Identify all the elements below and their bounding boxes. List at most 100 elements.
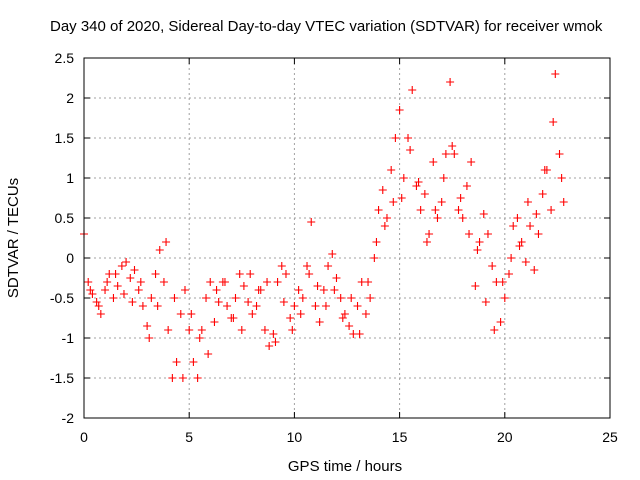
data-point <box>416 206 425 214</box>
y-tick-label: -2 <box>62 410 75 426</box>
data-point <box>246 270 255 278</box>
data-point <box>168 374 177 382</box>
data-point <box>513 214 522 222</box>
data-point <box>143 322 152 330</box>
data-point <box>103 278 112 286</box>
data-point <box>420 190 429 198</box>
x-tick-label: 20 <box>497 429 513 445</box>
tick-labels: 0 5 10 15 20 25 -2 -1.5 -1 -0.5 0 0.5 1 1.5 2 2.5 <box>50 50 618 445</box>
data-point <box>122 258 131 266</box>
data-point <box>279 298 288 306</box>
data-point <box>92 298 101 306</box>
data-point <box>321 302 330 310</box>
data-point <box>273 278 282 286</box>
data-point <box>330 286 339 294</box>
chart-title: Day 340 of 2020, Sidereal Day-to-day VTE… <box>50 18 603 35</box>
data-point <box>490 326 499 334</box>
data-point <box>483 230 492 238</box>
data-point <box>364 278 373 286</box>
data-point <box>549 118 558 126</box>
data-point <box>229 314 238 322</box>
y-tick-label: 2.5 <box>55 50 75 66</box>
data-point <box>197 326 206 334</box>
data-point <box>557 174 566 182</box>
data-point <box>446 78 455 86</box>
data-point <box>138 302 147 310</box>
data-point <box>532 210 541 218</box>
data-point <box>458 214 467 222</box>
data-point <box>450 150 459 158</box>
y-tick-label: -1.5 <box>50 370 74 386</box>
data-point <box>324 262 333 270</box>
data-point <box>136 278 145 286</box>
data-point <box>214 298 223 306</box>
data-point <box>507 254 516 262</box>
data-point <box>271 338 280 346</box>
data-point <box>538 190 547 198</box>
data-point <box>189 358 198 366</box>
data-point <box>389 198 398 206</box>
data-point <box>473 246 482 254</box>
data-point <box>328 250 337 258</box>
data-point <box>151 270 160 278</box>
data-point <box>303 262 312 270</box>
y-tick-label: 0.5 <box>55 210 75 226</box>
data-point <box>345 322 354 330</box>
data-point <box>412 182 421 190</box>
data-point <box>176 310 185 318</box>
data-point <box>164 326 173 334</box>
data-point <box>361 310 370 318</box>
data-point <box>94 302 103 310</box>
series-SDTVAR <box>80 70 568 382</box>
data-point <box>488 262 497 270</box>
data-point <box>172 358 181 366</box>
grid <box>84 58 610 418</box>
data-point <box>290 302 299 310</box>
data-point <box>153 302 162 310</box>
data-point <box>315 318 324 326</box>
data-point <box>265 342 274 350</box>
data-point <box>475 238 484 246</box>
data-point <box>155 246 164 254</box>
data-point <box>185 326 194 334</box>
data-point <box>551 70 560 78</box>
data-point <box>526 222 535 230</box>
data-point <box>530 266 539 274</box>
data-point <box>111 270 120 278</box>
data-point <box>399 174 408 182</box>
data-point <box>500 294 509 302</box>
data-point <box>433 214 442 222</box>
data-point <box>353 302 362 310</box>
data-point <box>296 310 305 318</box>
data-point <box>395 106 404 114</box>
data-point <box>366 294 375 302</box>
y-tick-label: 2 <box>66 90 74 106</box>
data-point <box>471 282 480 290</box>
data-point <box>462 182 471 190</box>
data-point <box>298 294 307 302</box>
data-point <box>340 310 349 318</box>
x-tick-label: 5 <box>185 429 193 445</box>
data-point <box>319 286 328 294</box>
data-point <box>252 302 261 310</box>
y-tick-label: -0.5 <box>50 290 74 306</box>
data-point <box>88 290 97 298</box>
data-point <box>374 206 383 214</box>
data-point <box>159 278 168 286</box>
data-point <box>254 286 263 294</box>
data-point <box>109 294 118 302</box>
data-point <box>422 238 431 246</box>
data-point <box>263 278 272 286</box>
axis-ticks <box>83 57 611 419</box>
data-point <box>178 374 187 382</box>
data-point <box>235 270 244 278</box>
data-point <box>448 142 457 150</box>
data-point <box>406 146 415 154</box>
data-point <box>397 194 406 202</box>
data-points <box>80 70 568 382</box>
data-point <box>239 282 248 290</box>
data-point <box>505 270 514 278</box>
data-point <box>534 230 543 238</box>
data-point <box>523 198 532 206</box>
